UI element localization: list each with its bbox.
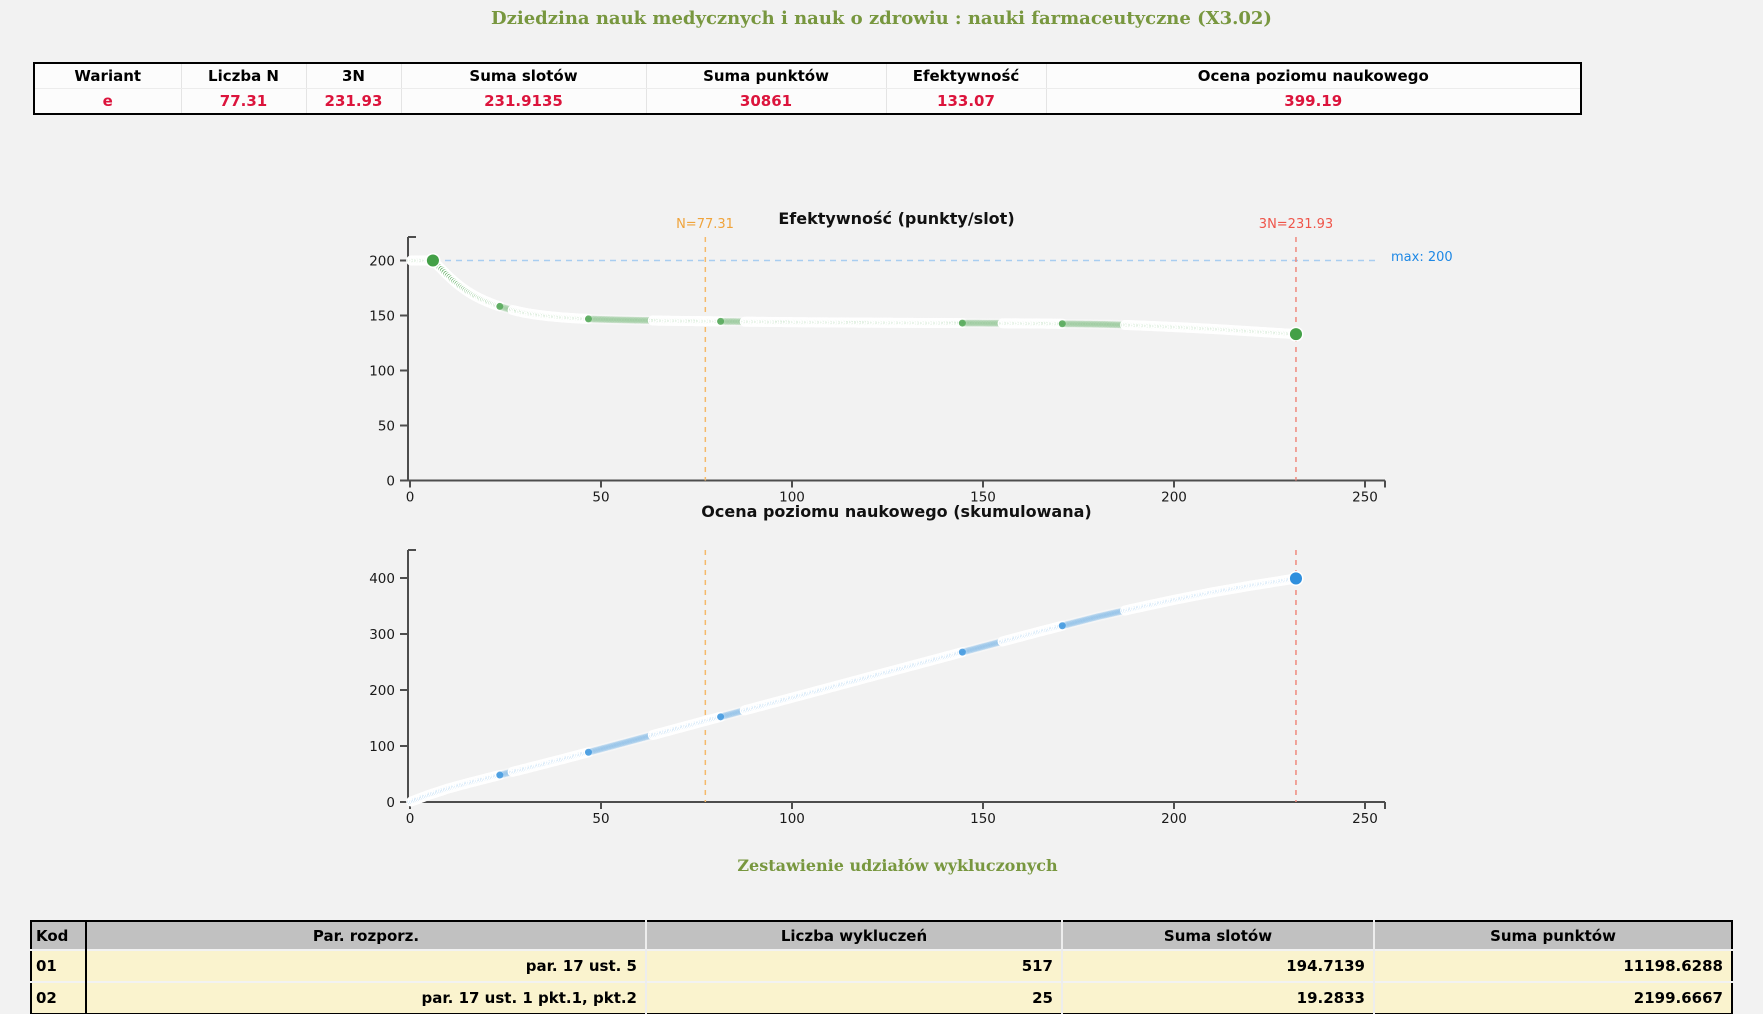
exclusions-header-punkty: Suma punktów xyxy=(1374,921,1732,950)
svg-text:200: 200 xyxy=(369,683,395,699)
exclusion-liczba: 517 xyxy=(646,949,1063,982)
exclusion-punkty: 11198.6288 xyxy=(1374,949,1732,982)
exclusions-header-sloty: Suma slotów xyxy=(1062,921,1375,950)
svg-text:300: 300 xyxy=(369,627,395,643)
summary-header-row: Wariant Liczba N 3N Suma slotów Suma pun… xyxy=(34,63,1581,89)
exclusions-table: Kod Par. rozporz. Liczba wykluczeń Suma … xyxy=(30,920,1733,1014)
svg-text:0: 0 xyxy=(386,473,395,489)
exclusions-title: Zestawienie udziałów wykluczonych xyxy=(737,856,1058,875)
svg-text:50: 50 xyxy=(378,418,395,434)
summary-value-liczba-n: 77.31 xyxy=(181,88,307,114)
summary-value-3n: 231.93 xyxy=(306,88,402,114)
n-line-annotation: N=77.31 xyxy=(676,217,734,232)
summary-value-ocena: 399.19 xyxy=(1284,92,1343,110)
exclusion-par: par. 17 ust. 5 xyxy=(86,949,647,982)
exclusions-header-row: Kod Par. rozporz. Liczba wykluczeń Suma … xyxy=(31,921,1732,950)
summary-header-ocena: Ocena poziomu naukowego xyxy=(1046,63,1581,89)
exclusion-sloty: 194.7139 xyxy=(1062,949,1375,982)
exclusion-kod: 01 xyxy=(31,949,87,982)
summary-value-suma-punktow: 30861 xyxy=(646,88,887,114)
exclusion-liczba: 25 xyxy=(646,981,1063,1014)
exclusion-par: par. 17 ust. 1 pkt.1, pkt.2 xyxy=(86,981,647,1014)
exclusion-kod: 02 xyxy=(31,981,87,1014)
summary-header-efektywnosc: Efektywność xyxy=(886,63,1047,89)
summary-value-wariant: e xyxy=(34,88,182,114)
svg-text:150: 150 xyxy=(970,490,996,506)
max-line-annotation: max: 200 xyxy=(1391,250,1453,265)
exclusions-header-kod: Kod xyxy=(31,921,87,950)
svg-text:50: 50 xyxy=(592,490,609,506)
svg-text:100: 100 xyxy=(779,490,805,506)
exclusion-punkty: 2199.6667 xyxy=(1374,981,1732,1014)
exclusion-sloty: 19.2833 xyxy=(1062,981,1375,1014)
svg-text:100: 100 xyxy=(779,811,805,827)
svg-text:0: 0 xyxy=(406,811,415,827)
summary-header-suma-punktow: Suma punktów xyxy=(646,63,887,89)
svg-text:100: 100 xyxy=(369,363,395,379)
summary-header-3n: 3N xyxy=(306,63,402,89)
svg-text:0: 0 xyxy=(406,490,415,506)
svg-text:150: 150 xyxy=(369,308,395,324)
svg-text:250: 250 xyxy=(1352,490,1378,506)
summary-table: Wariant Liczba N 3N Suma slotów Suma pun… xyxy=(33,62,1582,115)
svg-text:150: 150 xyxy=(970,811,996,827)
cumulative-chart-title: Ocena poziomu naukowego (skumulowana) xyxy=(701,502,1092,521)
summary-value-row: e 77.31 231.93 231.9135 30861 133.07 399… xyxy=(34,88,1581,114)
exclusions-header-liczba: Liczba wykluczeń xyxy=(646,921,1063,950)
page-title: Dziedzina nauk medycznych i nauk o zdrow… xyxy=(491,8,1272,29)
svg-text:200: 200 xyxy=(1161,490,1187,506)
summary-value-suma-slotow: 231.9135 xyxy=(401,88,647,114)
efficiency-chart-title: Efektywność (punkty/slot) xyxy=(778,209,1015,228)
svg-text:200: 200 xyxy=(1161,811,1187,827)
exclusions-header-par: Par. rozporz. xyxy=(86,921,647,950)
summary-header-liczba-n: Liczba N xyxy=(181,63,307,89)
summary-header-wariant: Wariant xyxy=(34,63,182,89)
summary-header-suma-slotow: Suma slotów xyxy=(401,63,647,89)
svg-text:50: 50 xyxy=(592,811,609,827)
n3-line-annotation: 3N=231.93 xyxy=(1258,217,1334,232)
exclusions-row-01: 01 par. 17 ust. 5 517 194.7139 11198.628… xyxy=(31,949,1732,982)
svg-text:250: 250 xyxy=(1352,811,1378,827)
svg-text:0: 0 xyxy=(386,795,395,811)
svg-text:400: 400 xyxy=(369,571,395,587)
exclusions-row-02: 02 par. 17 ust. 1 pkt.1, pkt.2 25 19.283… xyxy=(31,981,1732,1014)
summary-value-efektywnosc: 133.07 xyxy=(886,88,1047,114)
svg-text:200: 200 xyxy=(369,253,395,269)
svg-text:100: 100 xyxy=(369,739,395,755)
